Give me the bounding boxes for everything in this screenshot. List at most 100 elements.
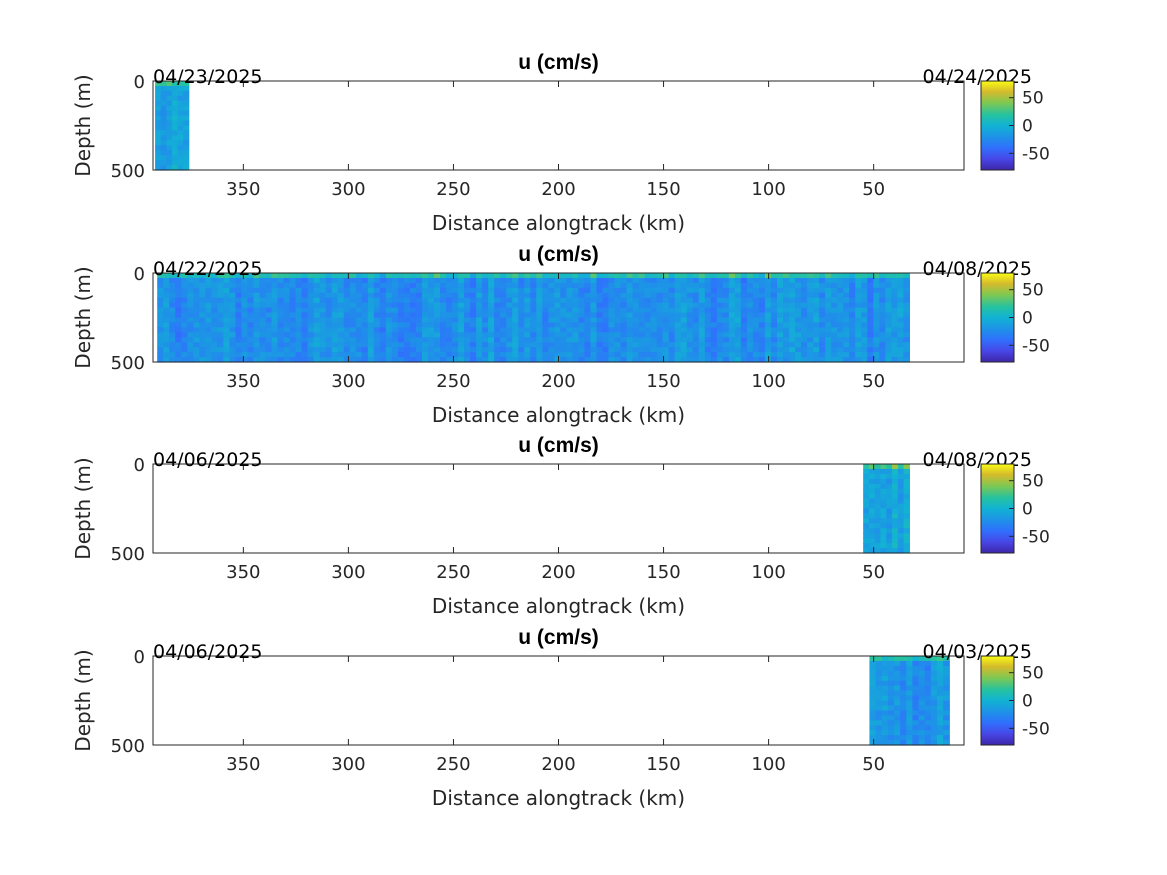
heatmap-cell [602, 312, 610, 319]
heatmap-cell [427, 273, 435, 279]
heatmap-cell [355, 332, 363, 338]
heatmap-cell [892, 468, 899, 475]
heatmap-cell [337, 312, 345, 319]
heatmap-cell [361, 352, 369, 358]
heatmap-cell [770, 347, 778, 353]
heatmap-cell [331, 352, 339, 358]
heatmap-cell [319, 352, 327, 358]
heatmap-cell [427, 302, 435, 309]
heatmap-cell [343, 302, 351, 309]
heatmap-cell [879, 332, 886, 338]
heatmap-cell [692, 277, 700, 284]
heatmap-cell [863, 503, 870, 510]
heatmap-cell [578, 317, 586, 324]
heatmap-cell [692, 312, 700, 319]
heatmap-cell [452, 297, 459, 304]
heatmap-cell [892, 518, 899, 524]
heatmap-cell [819, 287, 826, 294]
heatmap-cell [626, 312, 634, 319]
heatmap-cell [873, 317, 880, 324]
heatmap-cell [440, 277, 447, 284]
heatmap-cell [259, 357, 267, 363]
heatmap-cell [668, 332, 676, 338]
heatmap-cell [446, 327, 453, 333]
heatmap-cell [886, 483, 893, 490]
heatmap-cell [229, 297, 237, 304]
heatmap-cell [897, 342, 904, 348]
heatmap-cell [843, 297, 850, 304]
heatmap-cell [301, 327, 309, 333]
heatmap-cell [596, 322, 604, 328]
heatmap-cell [770, 317, 778, 324]
heatmap-cell [283, 317, 291, 324]
heatmap-cell [512, 302, 519, 309]
heatmap-cell [608, 357, 616, 363]
heatmap-cell [869, 730, 877, 736]
heatmap-cell [223, 337, 231, 343]
heatmap-cell [626, 307, 634, 314]
heatmap-cell [536, 352, 543, 358]
heatmap-cell [223, 307, 231, 314]
heatmap-cell [217, 322, 224, 328]
heatmap-cell [166, 81, 173, 87]
heatmap-cell [319, 327, 327, 333]
heatmap-cell [343, 297, 351, 304]
heatmap-cell [873, 342, 880, 348]
heatmap-cell [566, 347, 573, 353]
heatmap-cell [241, 327, 249, 333]
heatmap-cell [722, 357, 730, 363]
heatmap-cell [734, 327, 742, 333]
heatmap-cell [427, 332, 435, 338]
heatmap-cell [397, 297, 405, 304]
heatmap-cell [789, 287, 796, 294]
heatmap-cell [885, 297, 892, 304]
heatmap-cell [897, 548, 905, 554]
heatmap-cell [313, 337, 321, 343]
heatmap-cell [325, 352, 333, 358]
heatmap-cell [259, 277, 267, 284]
heatmap-cell [740, 282, 748, 289]
heatmap-cell [427, 337, 435, 343]
heatmap-cell [355, 292, 363, 299]
heatmap-cell [894, 710, 901, 716]
y-tick-label: 0 [134, 647, 145, 668]
heatmap-cell [506, 307, 513, 314]
heatmap-cell [614, 342, 622, 348]
heatmap-cell [596, 297, 604, 304]
heatmap-cell [843, 277, 850, 284]
heatmap-cell [241, 277, 249, 284]
heatmap-cell [277, 287, 285, 294]
heatmap-cell [886, 513, 893, 519]
heatmap-cell [157, 327, 164, 333]
heatmap-cell [205, 322, 212, 328]
heatmap-cell [446, 297, 453, 304]
heatmap-cell [680, 307, 688, 314]
heatmap-cell [548, 307, 555, 314]
heatmap-cell [869, 710, 877, 716]
heatmap-cell [900, 665, 907, 672]
heatmap-cell [614, 332, 622, 338]
heatmap-cell [289, 307, 297, 314]
heatmap-cell [223, 357, 231, 363]
heatmap-cell [770, 322, 778, 328]
heatmap-cell [536, 327, 543, 333]
heatmap-cell [482, 322, 489, 328]
heatmap-cell [397, 327, 405, 333]
heatmap-cell [313, 277, 321, 284]
heatmap-cell [446, 307, 453, 314]
heatmap-cell [464, 312, 471, 319]
heatmap-cell [837, 322, 844, 328]
heatmap-cell [602, 322, 610, 328]
heatmap-cell [887, 685, 895, 692]
heatmap-cell [560, 342, 567, 348]
heatmap-cell [886, 528, 893, 534]
heatmap-cell [807, 287, 814, 294]
heatmap-cell [518, 287, 525, 294]
heatmap-cell [476, 273, 483, 279]
heatmap-cell [512, 297, 519, 304]
heatmap-cell [566, 297, 573, 304]
heatmap-cell [241, 287, 249, 294]
heatmap-cell [560, 357, 567, 363]
heatmap-cell [698, 302, 706, 309]
heatmap-cell [668, 312, 676, 319]
